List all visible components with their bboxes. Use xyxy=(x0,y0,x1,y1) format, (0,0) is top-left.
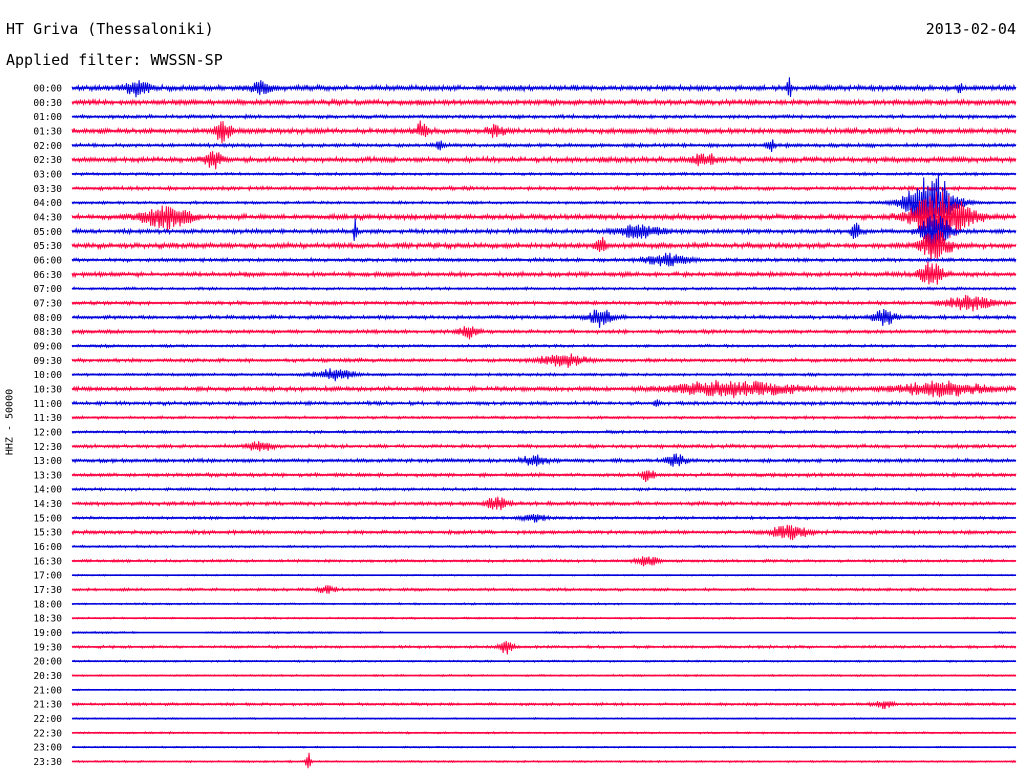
row-time-label: 01:30 xyxy=(33,126,62,137)
trace-line xyxy=(71,640,1017,655)
row-time-label: 21:30 xyxy=(33,700,62,711)
row-time-label: 23:30 xyxy=(33,757,62,768)
row-time-label: 13:00 xyxy=(33,456,62,467)
trace-line xyxy=(71,77,1017,98)
row-time-label: 03:00 xyxy=(33,169,62,180)
row-time-label: 01:00 xyxy=(33,112,62,123)
row-time-label: 06:00 xyxy=(33,255,62,266)
trace-line xyxy=(71,151,1017,170)
row-time-label: 19:00 xyxy=(33,628,62,639)
row-time-label: 00:30 xyxy=(33,98,62,109)
trace-line xyxy=(71,97,1017,107)
station-title: HT Griva (Thessaloniki) xyxy=(6,20,214,38)
row-time-label: 08:30 xyxy=(33,327,62,338)
row-time-label: 17:30 xyxy=(33,585,62,596)
row-time-label: 15:30 xyxy=(33,528,62,539)
trace-line xyxy=(71,191,1017,243)
row-time-label: 18:00 xyxy=(33,599,62,610)
trace-line xyxy=(71,752,1017,769)
row-time-label: 19:30 xyxy=(33,642,62,653)
trace-line xyxy=(71,453,1017,467)
row-time-label: 09:30 xyxy=(33,356,62,367)
row-time-label: 02:00 xyxy=(33,141,62,152)
row-time-label: 23:00 xyxy=(33,743,62,754)
row-time-label: 09:00 xyxy=(33,341,62,352)
row-time-label: 12:30 xyxy=(33,442,62,453)
row-time-label: 02:30 xyxy=(33,155,62,166)
row-time-label: 16:30 xyxy=(33,556,62,567)
trace-line xyxy=(71,261,1017,285)
trace-line xyxy=(71,470,1017,482)
row-time-label: 06:30 xyxy=(33,270,62,281)
trace-line xyxy=(71,700,1017,710)
row-time-label: 07:30 xyxy=(33,298,62,309)
row-time-label: 10:00 xyxy=(33,370,62,381)
row-time-label: 22:00 xyxy=(33,714,62,725)
row-time-label: 05:00 xyxy=(33,227,62,238)
trace-line xyxy=(71,139,1017,152)
row-time-label: 17:00 xyxy=(33,571,62,582)
row-time-label: 03:30 xyxy=(33,184,62,195)
row-time-label: 05:30 xyxy=(33,241,62,252)
trace-line xyxy=(71,326,1017,340)
trace-line xyxy=(71,308,1017,328)
trace-line xyxy=(71,524,1017,541)
row-time-label: 16:00 xyxy=(33,542,62,553)
row-time-label: 14:00 xyxy=(33,485,62,496)
row-time-label: 04:00 xyxy=(33,198,62,209)
row-time-label: 18:30 xyxy=(33,614,62,625)
trace-line xyxy=(71,214,1017,251)
date-label: 2013-02-04 xyxy=(925,20,1016,38)
row-time-label: 22:30 xyxy=(33,728,62,739)
row-time-label: 12:00 xyxy=(33,427,62,438)
row-time-label: 20:00 xyxy=(33,657,62,668)
row-time-label: 21:00 xyxy=(33,685,62,696)
row-time-label: 11:00 xyxy=(33,399,62,410)
row-time-label: 04:30 xyxy=(33,212,62,223)
row-time-label: 10:30 xyxy=(33,384,62,395)
row-time-label: 13:30 xyxy=(33,470,62,481)
trace-line xyxy=(71,399,1017,407)
trace-line xyxy=(71,379,1017,399)
trace-line xyxy=(71,120,1017,144)
filter-label: Applied filter: WWSSN-SP xyxy=(6,51,223,69)
row-time-label: 15:00 xyxy=(33,513,62,524)
row-time-label: 11:30 xyxy=(33,413,62,424)
row-time-label: 00:00 xyxy=(33,84,62,95)
row-time-label: 08:00 xyxy=(33,313,62,324)
row-time-label: 07:00 xyxy=(33,284,62,295)
row-time-label: 20:30 xyxy=(33,671,62,682)
trace-line xyxy=(71,229,1017,261)
row-time-label: 14:30 xyxy=(33,499,62,510)
